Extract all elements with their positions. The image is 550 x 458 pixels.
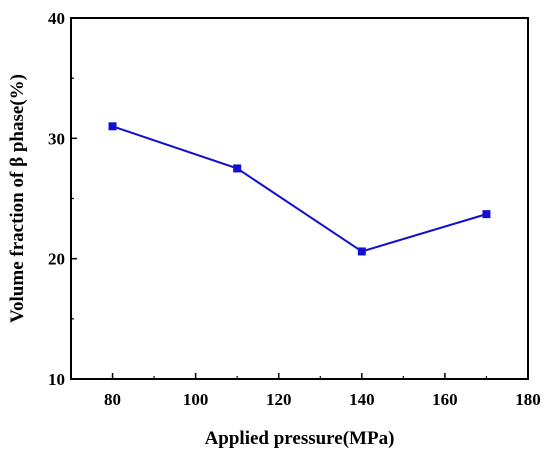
plot-frame [70,17,529,380]
series-layer [108,122,491,256]
data-point [482,210,491,219]
data-point [357,247,366,256]
data-point [108,122,117,131]
x-tick-label: 160 [432,390,458,409]
y-axis-title: Volume fraction of β phase(%) [7,74,28,323]
x-tick-label: 140 [349,390,375,409]
data-point [233,164,242,173]
x-tick-label: 180 [515,390,541,409]
y-tick-label: 30 [48,129,65,148]
y-tick-label: 40 [48,9,65,28]
series-line [112,125,487,253]
y-tick-label: 20 [48,250,65,269]
y-tick-label: 10 [48,370,65,389]
x-axis-title: Applied pressure(MPa) [205,428,395,449]
x-tick-label: 100 [183,390,209,409]
x-tick-label: 120 [266,390,292,409]
ticks-layer: 80 100 120 140 160 180 10 20 30 40 [48,9,541,409]
x-tick-label: 80 [104,390,121,409]
